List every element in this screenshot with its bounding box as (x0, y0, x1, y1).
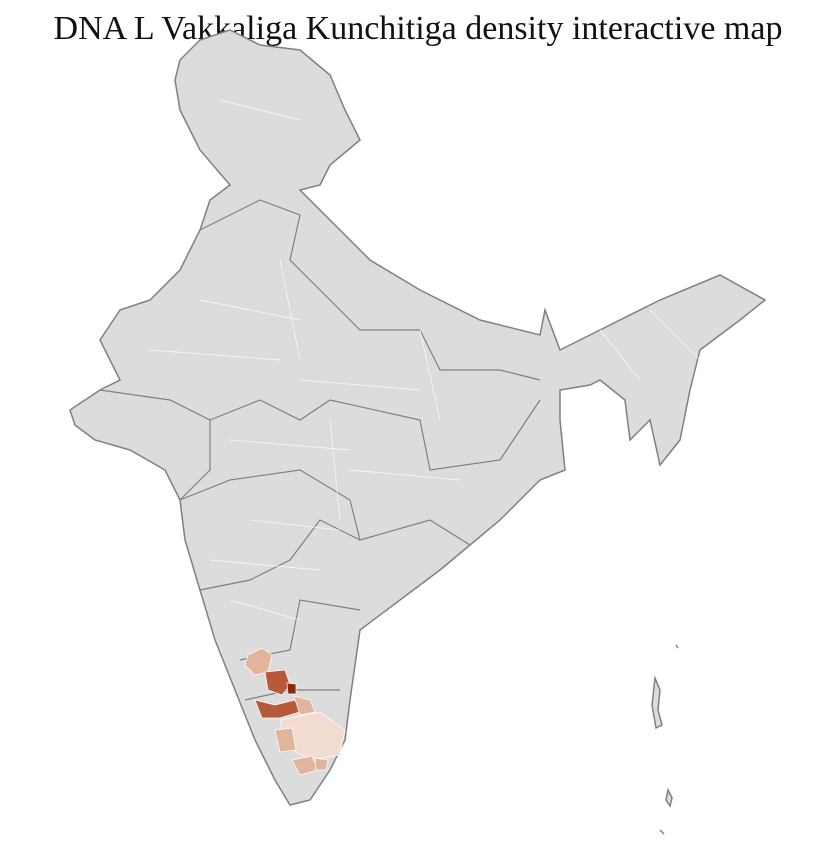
state-borders (99, 199, 541, 701)
country-shape[interactable] (69, 29, 767, 806)
density-district[interactable] (264, 669, 291, 696)
density-district[interactable] (274, 727, 297, 753)
density-district[interactable] (293, 695, 316, 716)
map-title: DNA L Vakkaliga Kunchitiga density inter… (53, 10, 783, 47)
district-borders (149, 99, 701, 621)
density-districts (244, 647, 346, 776)
india-outline (69, 29, 767, 806)
andaman-nicobar-islands (651, 644, 679, 835)
density-district[interactable] (286, 682, 297, 695)
density-district[interactable] (314, 757, 329, 771)
